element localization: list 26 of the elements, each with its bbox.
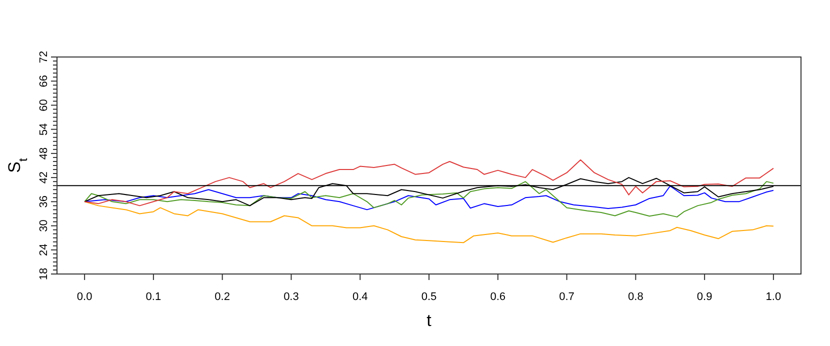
line-series: [84, 185, 774, 210]
line-series: [84, 181, 774, 218]
x-tick-label: 0.2: [214, 291, 230, 303]
line-series: [84, 159, 774, 206]
y-tick-label: 24: [38, 244, 50, 256]
x-tick-label: 0.9: [696, 291, 712, 303]
x-tick-label: 0.8: [628, 291, 644, 303]
x-tick-label: 0.3: [284, 291, 299, 303]
x-tick-label: 0.6: [490, 291, 506, 303]
y-tick-label: 48: [38, 147, 50, 160]
y-tick-label: 72: [38, 50, 50, 64]
y-tick-label: 36: [38, 196, 50, 208]
y-tick-label: 60: [38, 99, 50, 112]
y-tick-label: 54: [38, 123, 50, 136]
x-tick-label: 1.0: [766, 291, 782, 303]
y-tick-label: 66: [38, 74, 50, 88]
y-tick-label: 30: [38, 220, 50, 232]
x-tick-label: 0.4: [352, 291, 368, 303]
x-tick-label: 0.1: [146, 291, 162, 303]
x-tick-label: 0.5: [421, 291, 437, 303]
line-series: [84, 201, 774, 244]
y-tick-label: 18: [38, 268, 50, 280]
x-tick-label: 0.7: [559, 291, 574, 303]
x-tick-label: 0.0: [76, 291, 92, 303]
y-tick-label: 42: [38, 171, 50, 184]
x-axis-title: t: [426, 311, 432, 330]
